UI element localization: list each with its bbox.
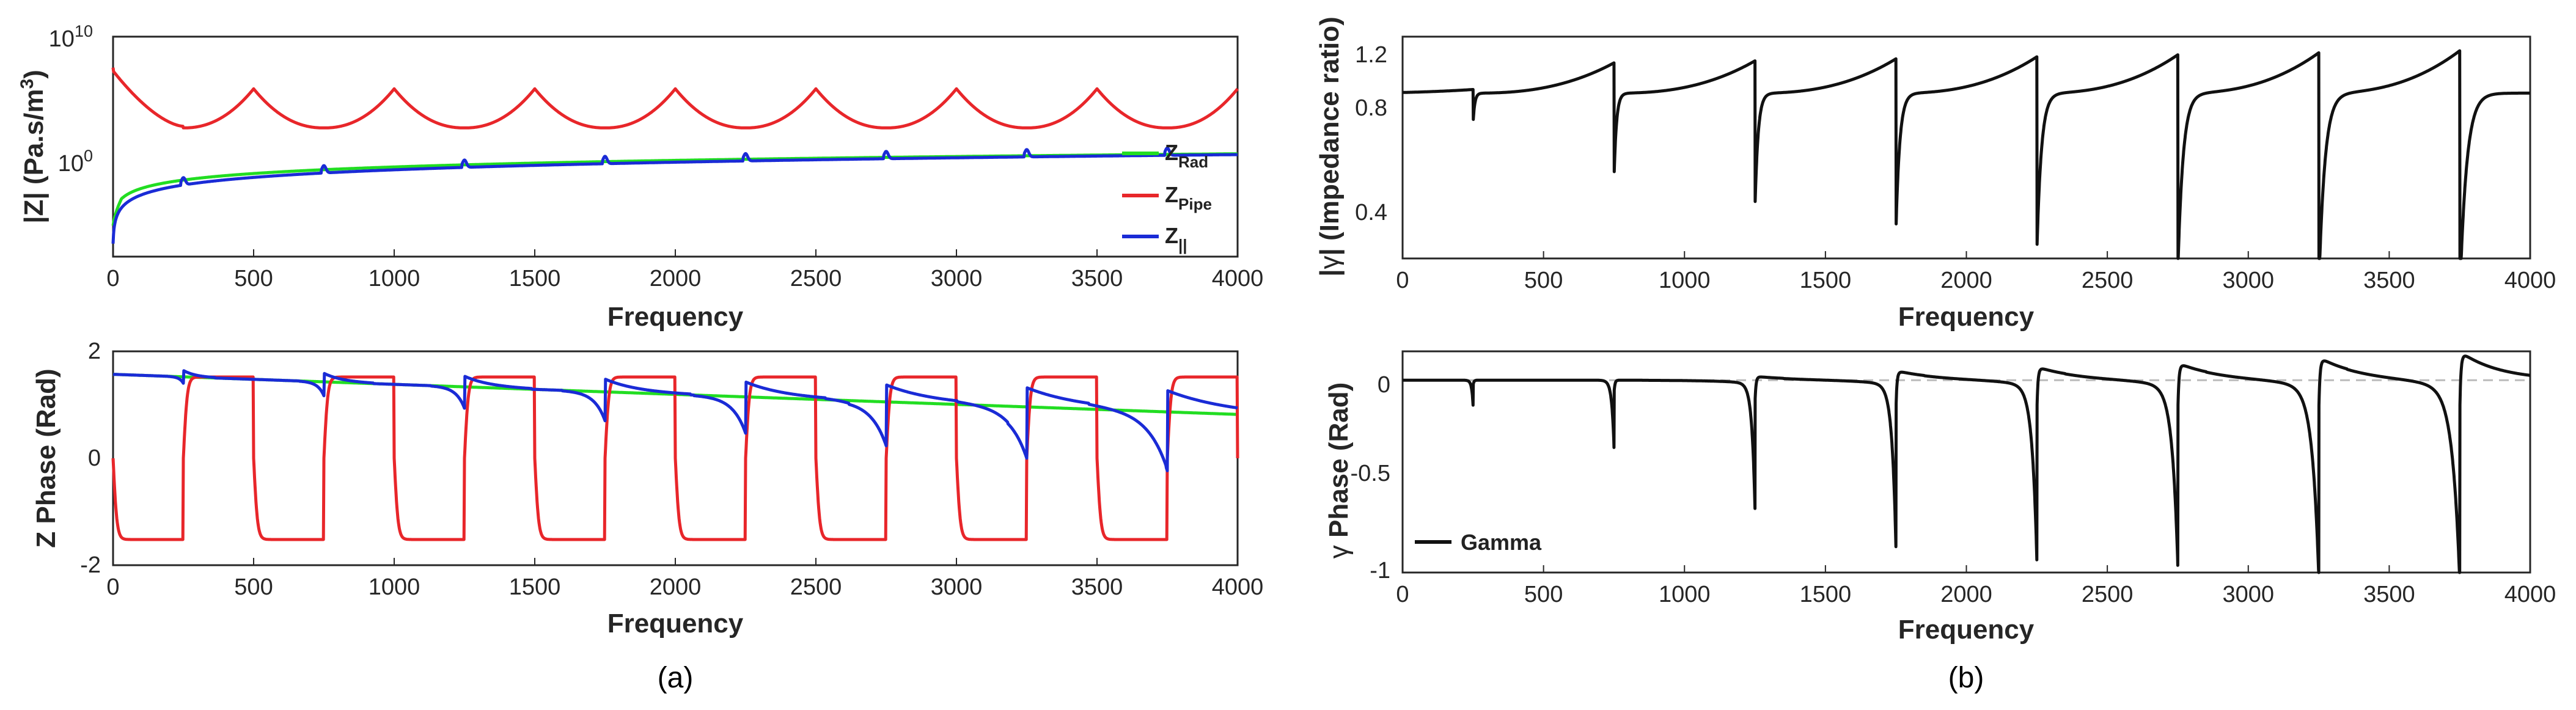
plot-frame (1401, 35, 2531, 260)
x-tick-label: 0 (1396, 582, 1409, 607)
gamma-phase-chart: 0 500 1000 1500 2000 2500 3000 3500 4000 0 -0.5 … (1324, 350, 2556, 645)
x-tick-label: 3000 (931, 266, 983, 291)
y-tick-label-0-4: 0.4 (1355, 200, 1387, 225)
x-tick-label: 1500 (509, 574, 561, 600)
x-tick-labels: 0 500 1000 1500 2000 2500 3000 3500 4000 (1396, 251, 2556, 293)
z-phase-chart: 0 500 1000 1500 2000 2500 3000 3500 4000 2 0 -2 … (31, 339, 1263, 639)
series-z-parallel-phase (112, 369, 1239, 472)
x-tick-label: 1500 (509, 266, 561, 291)
panel-label-a: (a) (658, 662, 694, 694)
x-tick-label: 2000 (1940, 582, 1992, 607)
series-z-pipe (111, 67, 1239, 130)
x-tick-labels: 0 500 1000 1500 2000 2500 3000 3500 4000 (106, 558, 1263, 600)
x-tick-label: 4000 (1212, 574, 1264, 600)
plot-frame (112, 35, 1239, 258)
x-tick-label: 1000 (1659, 268, 1711, 293)
y-tick-label-2: 2 (88, 339, 101, 364)
legend-label-rad: ZRad (1165, 140, 1208, 171)
x-axis-label: Frequency (607, 609, 744, 639)
y-axis-label: |γ| (Impedance ratio) (1315, 16, 1345, 277)
series-gamma-phase (1401, 354, 2532, 574)
y-axis-label: γ Phase (Rad) (1324, 382, 1354, 559)
gamma-magnitude-chart: 0 500 1000 1500 2000 2500 3000 3500 4000 1.2 0.8… (1315, 16, 2556, 332)
x-tick-label: 2000 (650, 574, 702, 600)
x-tick-label: 4000 (2504, 582, 2556, 607)
x-tick-labels: 0 500 1000 1500 2000 2500 3000 3500 4000 (106, 249, 1263, 291)
x-tick-label: 0 (106, 574, 119, 600)
x-tick-label: 500 (234, 574, 273, 600)
data-lines (111, 67, 1239, 244)
x-tick-label: 4000 (2504, 268, 2556, 293)
x-tick-label: 2500 (2082, 582, 2134, 607)
legend: ZRad ZPipe Z|| (1122, 140, 1212, 254)
x-tick-label: 2500 (790, 574, 842, 600)
x-tick-label: 4000 (1212, 266, 1264, 291)
x-tick-label: 3500 (2363, 582, 2415, 607)
x-tick-labels: 0 500 1000 1500 2000 2500 3000 3500 4000 (1396, 565, 2556, 607)
y-axis-label: |Z| (Pa.s/m3) (17, 70, 50, 224)
y-tick-label-0: 0 (1378, 372, 1390, 398)
data-lines (111, 369, 1239, 541)
legend-label-gamma: Gamma (1461, 530, 1542, 555)
y-tick-label-0: 100 (58, 147, 93, 177)
series-z-rad (111, 152, 1239, 226)
x-tick-label: 0 (106, 266, 119, 291)
x-tick-label: 2000 (650, 266, 702, 291)
x-tick-label: 2500 (2082, 268, 2134, 293)
x-tick-label: 1500 (1800, 268, 1852, 293)
legend-label-parallel: Z|| (1165, 223, 1187, 254)
x-tick-label: 1500 (1800, 582, 1852, 607)
x-axis-label: Frequency (607, 302, 744, 332)
y-tick-label-neg0-5: -0.5 (1351, 461, 1390, 486)
series-z-pipe-phase (111, 375, 1239, 541)
z-magnitude-chart: 0 500 1000 1500 2000 2500 3000 3500 4000 1010 10… (17, 22, 1263, 332)
x-tick-label: 3500 (1071, 266, 1123, 291)
y-tick-label-neg2: -2 (80, 552, 101, 578)
panel-label-b: (b) (1948, 662, 1984, 694)
x-tick-label: 500 (234, 266, 273, 291)
legend: Gamma (1415, 530, 1542, 555)
x-tick-label: 0 (1396, 268, 1409, 293)
series-z-parallel (111, 146, 1239, 244)
x-tick-label: 3000 (931, 574, 983, 600)
x-tick-label: 3500 (2363, 268, 2415, 293)
x-tick-label: 3000 (2222, 268, 2274, 293)
x-tick-label: 2500 (790, 266, 842, 291)
x-axis-label: Frequency (1898, 615, 2035, 645)
x-tick-label: 1000 (369, 266, 420, 291)
data-lines (1401, 49, 2532, 260)
legend-label-pipe: ZPipe (1165, 182, 1212, 213)
y-tick-label-10: 1010 (49, 22, 93, 52)
y-tick-label-0: 0 (88, 445, 101, 471)
x-tick-label: 500 (1524, 268, 1563, 293)
series-gamma-magnitude (1401, 49, 2532, 260)
plot-frame (1401, 350, 2531, 574)
x-tick-label: 1000 (1659, 582, 1711, 607)
x-tick-label: 1000 (369, 574, 420, 600)
x-tick-label: 3500 (1071, 574, 1123, 600)
y-tick-label-0-8: 0.8 (1355, 95, 1387, 121)
x-tick-label: 500 (1524, 582, 1563, 607)
y-tick-label-neg1: -1 (1370, 558, 1390, 584)
x-tick-label: 3000 (2222, 582, 2274, 607)
x-tick-label: 2000 (1940, 268, 1992, 293)
y-tick-label-1-2: 1.2 (1355, 42, 1387, 68)
y-axis-label: Z Phase (Rad) (31, 368, 61, 547)
x-axis-label: Frequency (1898, 302, 2035, 332)
data-lines (1401, 354, 2532, 574)
